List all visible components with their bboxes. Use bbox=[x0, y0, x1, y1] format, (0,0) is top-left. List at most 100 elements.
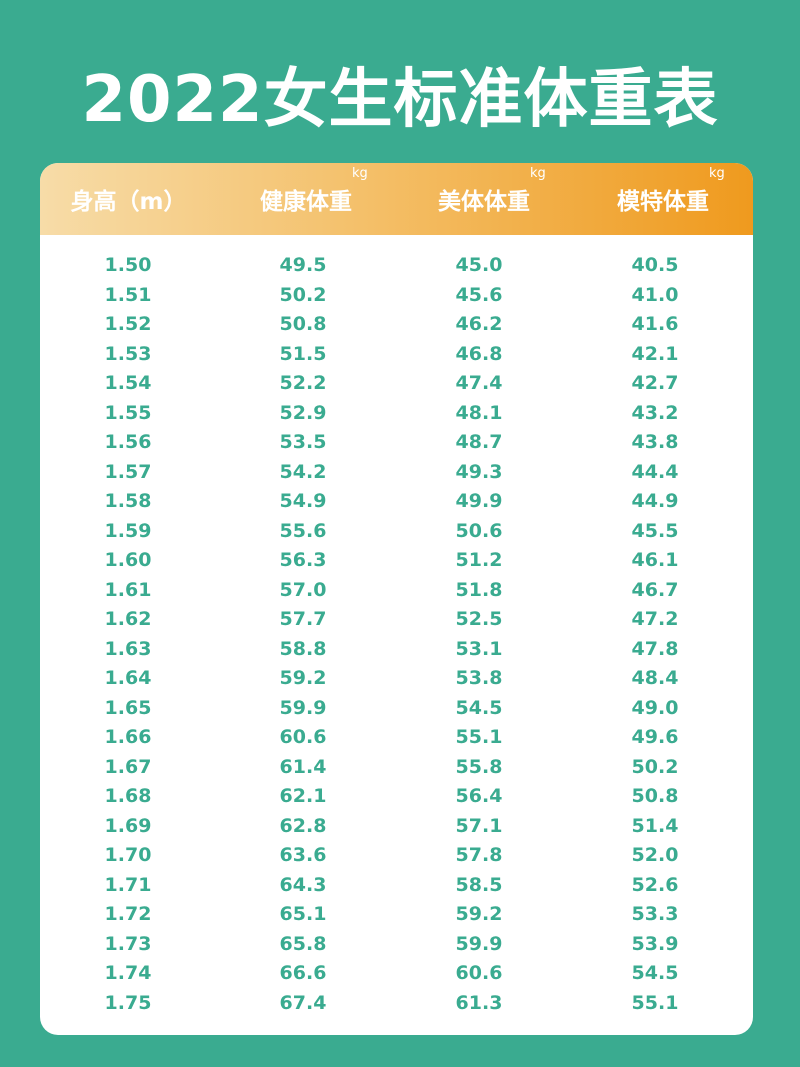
model-weight-cell: 43.8 bbox=[631, 431, 679, 453]
page-title: 2022女生标准体重表 bbox=[81, 63, 719, 137]
header-beauty-weight-label: 美体体重 bbox=[438, 189, 530, 215]
healthy-weight-cell: 60.6 bbox=[279, 726, 327, 748]
beauty-weight-cell: 54.5 bbox=[455, 696, 503, 719]
table-row: 1.73 65.8 59.9 53.9 bbox=[40, 930, 753, 960]
height-cell: 1.74 bbox=[104, 962, 152, 984]
beauty-weight-cell: 48.1 bbox=[455, 401, 503, 424]
height-cell: 1.53 bbox=[104, 342, 152, 365]
model-weight-cell: 52.6 bbox=[631, 873, 679, 896]
beauty-weight-cell: 59.2 bbox=[455, 903, 503, 925]
table-row: 1.54 52.2 47.4 42.7 bbox=[40, 369, 753, 399]
model-weight-cell: 50.8 bbox=[631, 785, 679, 807]
healthy-weight-cell: 50.8 bbox=[279, 313, 327, 335]
table-row: 1.74 66.6 60.6 54.5 bbox=[40, 959, 753, 989]
table-row: 1.69 62.8 57.1 51.4 bbox=[40, 812, 753, 842]
model-weight-cell: 53.9 bbox=[631, 932, 679, 955]
beauty-weight-cell: 61.3 bbox=[455, 991, 503, 1014]
healthy-weight-cell: 64.3 bbox=[279, 873, 327, 896]
height-cell: 1.73 bbox=[104, 932, 152, 955]
height-cell: 1.63 bbox=[104, 637, 152, 660]
header-model-weight-label: 模特体重 bbox=[617, 189, 709, 215]
healthy-weight-cell: 59.2 bbox=[279, 667, 327, 689]
weight-table-card: 身高（m） 健康体重 kg 美体体重 kg 模特体重 kg 1.50 49.5 45.0 4… bbox=[40, 163, 753, 1035]
beauty-weight-cell: 55.8 bbox=[455, 755, 503, 778]
healthy-weight-cell: 49.5 bbox=[279, 254, 327, 276]
beauty-weight-cell: 60.6 bbox=[455, 962, 503, 984]
healthy-weight-cell: 65.8 bbox=[279, 932, 327, 955]
height-cell: 1.64 bbox=[104, 667, 152, 689]
header-healthy-weight: 健康体重 kg bbox=[217, 163, 395, 235]
healthy-weight-cell: 61.4 bbox=[279, 755, 327, 778]
beauty-weight-cell: 55.1 bbox=[455, 726, 503, 748]
beauty-weight-cell: 53.1 bbox=[455, 637, 503, 660]
healthy-weight-cell: 62.1 bbox=[279, 785, 327, 807]
healthy-weight-cell: 55.6 bbox=[279, 519, 327, 542]
table-row: 1.58 54.9 49.9 44.9 bbox=[40, 487, 753, 517]
healthy-weight-cell: 53.5 bbox=[279, 431, 327, 453]
table-row: 1.70 63.6 57.8 52.0 bbox=[40, 841, 753, 871]
beauty-weight-cell: 46.8 bbox=[455, 342, 503, 365]
table-body: 1.50 49.5 45.0 40.5 1.51 50.2 45.6 41.0 1.52 50.8… bbox=[40, 251, 753, 1018]
header-height-label: 身高（m） bbox=[70, 189, 187, 215]
table-row: 1.63 58.8 53.1 47.8 bbox=[40, 635, 753, 665]
height-cell: 1.68 bbox=[104, 785, 152, 807]
height-cell: 1.75 bbox=[104, 991, 152, 1014]
height-cell: 1.67 bbox=[104, 755, 152, 778]
beauty-weight-cell: 45.0 bbox=[455, 254, 503, 276]
table-row: 1.67 61.4 55.8 50.2 bbox=[40, 753, 753, 783]
height-cell: 1.70 bbox=[104, 844, 152, 866]
healthy-weight-cell: 54.9 bbox=[279, 490, 327, 512]
healthy-weight-cell: 57.0 bbox=[279, 578, 327, 601]
healthy-weight-cell: 67.4 bbox=[279, 991, 327, 1014]
header-healthy-weight-unit: kg bbox=[352, 166, 368, 181]
beauty-weight-cell: 47.4 bbox=[455, 372, 503, 394]
model-weight-cell: 53.3 bbox=[631, 903, 679, 925]
healthy-weight-cell: 63.6 bbox=[279, 844, 327, 866]
beauty-weight-cell: 57.1 bbox=[455, 814, 503, 837]
healthy-weight-cell: 57.7 bbox=[279, 608, 327, 630]
healthy-weight-cell: 52.2 bbox=[279, 372, 327, 394]
healthy-weight-cell: 50.2 bbox=[279, 283, 327, 306]
beauty-weight-cell: 46.2 bbox=[455, 313, 503, 335]
healthy-weight-cell: 52.9 bbox=[279, 401, 327, 424]
beauty-weight-cell: 53.8 bbox=[455, 667, 503, 689]
model-weight-cell: 52.0 bbox=[631, 844, 679, 866]
header-model-weight-unit: kg bbox=[709, 166, 725, 181]
table-row: 1.71 64.3 58.5 52.6 bbox=[40, 871, 753, 901]
table-row: 1.52 50.8 46.2 41.6 bbox=[40, 310, 753, 340]
healthy-weight-cell: 65.1 bbox=[279, 903, 327, 925]
beauty-weight-cell: 48.7 bbox=[455, 431, 503, 453]
table-row: 1.51 50.2 45.6 41.0 bbox=[40, 281, 753, 311]
table-row: 1.56 53.5 48.7 43.8 bbox=[40, 428, 753, 458]
table-header: 身高（m） 健康体重 kg 美体体重 kg 模特体重 kg bbox=[40, 163, 753, 235]
model-weight-cell: 55.1 bbox=[631, 991, 679, 1014]
model-weight-cell: 48.4 bbox=[631, 667, 679, 689]
table-row: 1.75 67.4 61.3 55.1 bbox=[40, 989, 753, 1019]
model-weight-cell: 44.9 bbox=[631, 490, 679, 512]
model-weight-cell: 54.5 bbox=[631, 962, 679, 984]
header-height: 身高（m） bbox=[40, 163, 217, 235]
table-row: 1.64 59.2 53.8 48.4 bbox=[40, 664, 753, 694]
model-weight-cell: 41.0 bbox=[631, 283, 679, 306]
table-row: 1.60 56.3 51.2 46.1 bbox=[40, 546, 753, 576]
height-cell: 1.60 bbox=[104, 549, 152, 571]
height-cell: 1.55 bbox=[104, 401, 152, 424]
healthy-weight-cell: 66.6 bbox=[279, 962, 327, 984]
table-row: 1.66 60.6 55.1 49.6 bbox=[40, 723, 753, 753]
header-healthy-weight-label: 健康体重 bbox=[260, 189, 352, 215]
table-row: 1.72 65.1 59.2 53.3 bbox=[40, 900, 753, 930]
beauty-weight-cell: 45.6 bbox=[455, 283, 503, 306]
table-row: 1.57 54.2 49.3 44.4 bbox=[40, 458, 753, 488]
height-cell: 1.61 bbox=[104, 578, 152, 601]
height-cell: 1.54 bbox=[104, 372, 152, 394]
model-weight-cell: 42.7 bbox=[631, 372, 679, 394]
height-cell: 1.59 bbox=[104, 519, 152, 542]
model-weight-cell: 51.4 bbox=[631, 814, 679, 837]
height-cell: 1.72 bbox=[104, 903, 152, 925]
beauty-weight-cell: 58.5 bbox=[455, 873, 503, 896]
height-cell: 1.51 bbox=[104, 283, 152, 306]
model-weight-cell: 40.5 bbox=[631, 254, 679, 276]
table-row: 1.50 49.5 45.0 40.5 bbox=[40, 251, 753, 281]
model-weight-cell: 46.1 bbox=[631, 549, 679, 571]
beauty-weight-cell: 49.3 bbox=[455, 460, 503, 483]
